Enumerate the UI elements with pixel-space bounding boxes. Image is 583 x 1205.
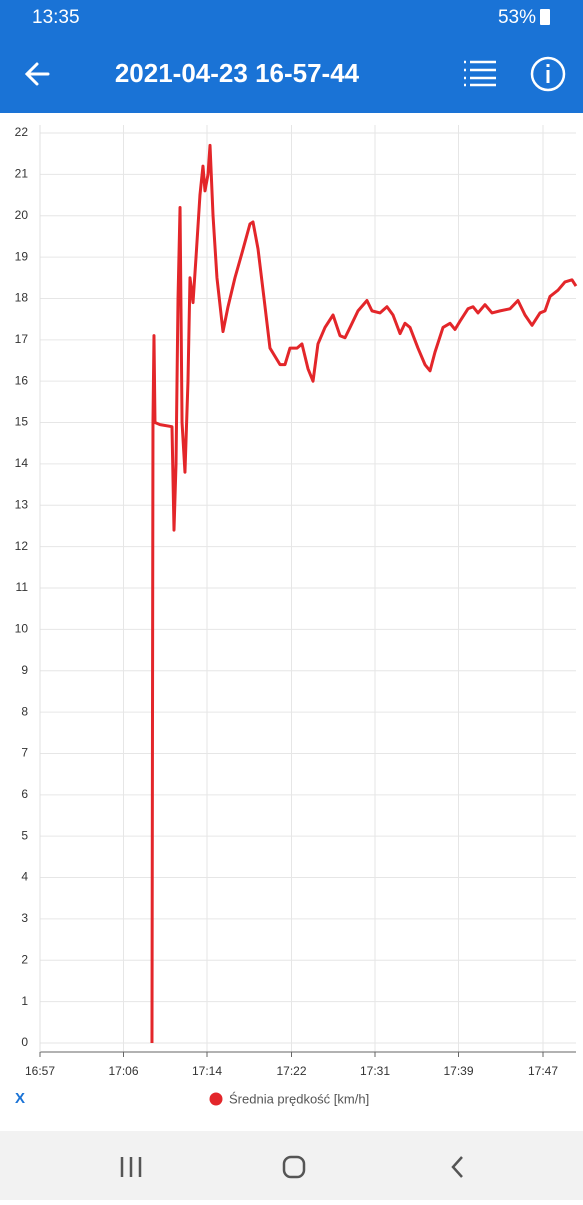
y-tick-label: 2	[21, 952, 28, 966]
y-tick-label: 20	[15, 208, 29, 222]
legend-label: Średnia prędkość [km/h]	[229, 1091, 369, 1106]
y-tick-label: 5	[21, 828, 28, 842]
x-tick-label: 17:31	[360, 1064, 390, 1078]
y-tick-label: 21	[15, 167, 29, 181]
y-tick-label: 9	[21, 663, 28, 677]
x-tick-label: 17:47	[528, 1064, 558, 1078]
y-tick-label: 6	[21, 787, 28, 801]
info-button[interactable]	[530, 56, 566, 92]
app-bar-bg	[0, 0, 583, 113]
list-button[interactable]	[464, 60, 496, 87]
x-tick-label: 16:57	[25, 1064, 55, 1078]
y-tick-label: 22	[15, 125, 29, 139]
y-tick-label: 3	[21, 911, 28, 925]
y-tick-label: 18	[15, 291, 29, 305]
y-tick-label: 0	[21, 1035, 28, 1049]
y-tick-label: 15	[15, 415, 29, 429]
y-tick-label: 16	[15, 373, 29, 387]
y-tick-label: 8	[21, 704, 28, 718]
y-tick-label: 10	[15, 622, 29, 636]
y-tick-label: 11	[16, 580, 29, 594]
y-tick-label: 12	[15, 539, 29, 553]
battery-icon	[540, 9, 550, 25]
status-battery: 53%	[498, 7, 536, 28]
status-time: 13:35	[32, 7, 80, 28]
reset-button[interactable]: X	[15, 1090, 25, 1107]
data-line	[150, 143, 578, 1044]
nav-bar	[0, 1131, 583, 1200]
y-tick-label: 17	[15, 332, 29, 346]
app-title: 2021-04-23 16-57-44	[115, 58, 360, 88]
back-button[interactable]	[24, 62, 50, 86]
x-tick-label: 17:14	[192, 1064, 222, 1078]
y-tick-label: 1	[21, 994, 28, 1008]
y-tick-label: 19	[15, 249, 29, 263]
x-tick-label: 17:22	[276, 1064, 306, 1078]
nav-icons[interactable]	[120, 1155, 463, 1179]
y-tick-label: 13	[15, 497, 29, 511]
y-tick-label: 7	[21, 746, 28, 760]
y-tick-label: 14	[15, 456, 29, 470]
y-tick-label: 4	[21, 870, 28, 884]
x-tick-label: 17:39	[443, 1064, 473, 1078]
x-tick-label: 17:06	[108, 1064, 138, 1078]
plot: 01234567891011121314151617181920212216:5…	[15, 125, 578, 1106]
legend-marker	[209, 1092, 223, 1106]
